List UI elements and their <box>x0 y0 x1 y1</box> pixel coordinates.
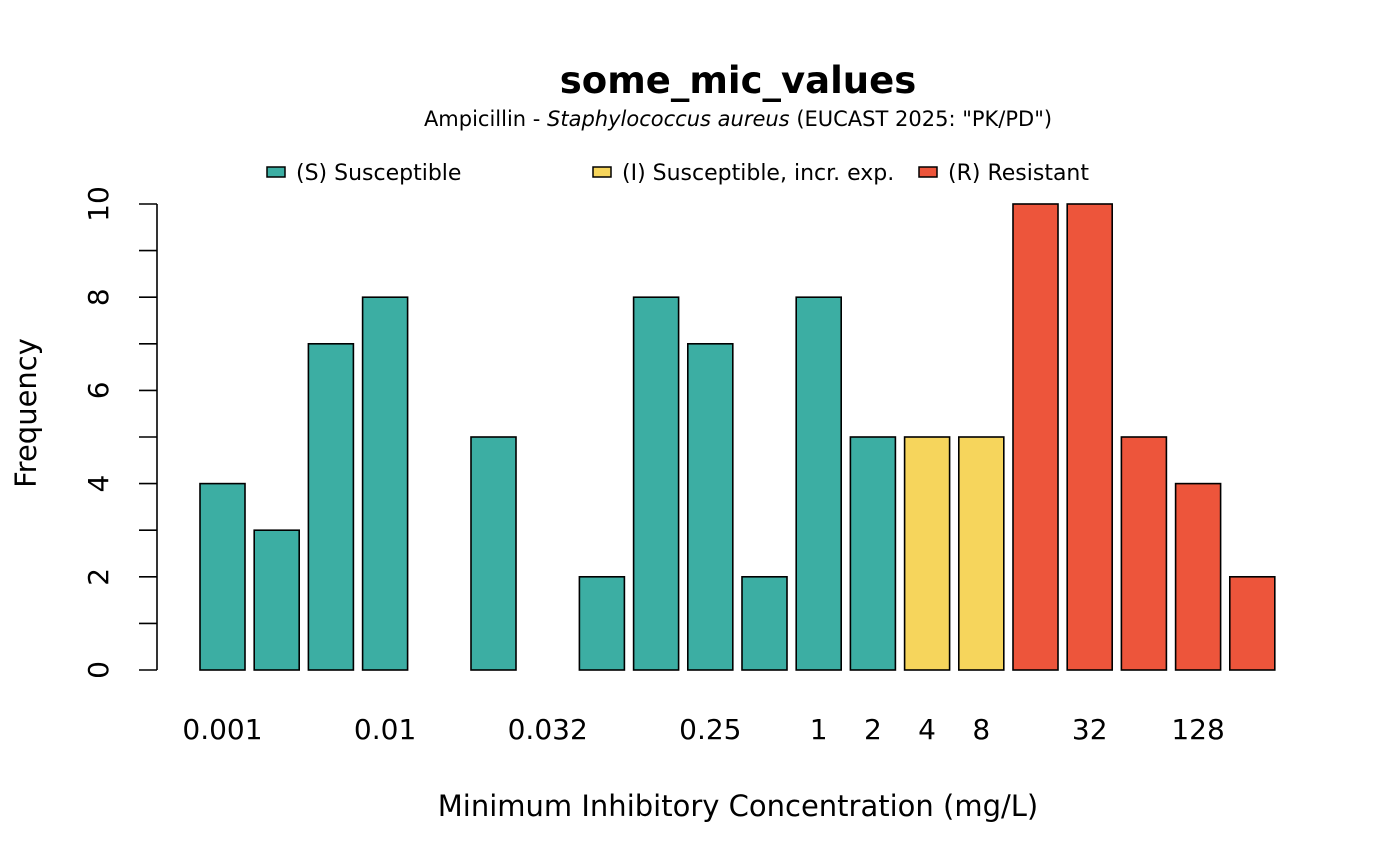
subtitle-antibiotic: Ampicillin - <box>424 107 547 131</box>
bar-12 <box>849 436 897 671</box>
bar-5 <box>470 436 517 671</box>
y-axis: 0 2 4 6 8 10 <box>82 186 158 679</box>
bar-13 <box>903 436 951 671</box>
y-tick-label-2: 2 <box>82 568 115 586</box>
legend-label-i: (I) Susceptible, incr. exp. <box>622 161 894 186</box>
y-axis-label: Frequency <box>9 338 43 488</box>
legend-swatch-s <box>266 166 286 178</box>
x-tick-label-4: 1 <box>810 713 828 746</box>
bar-18 <box>1174 482 1222 671</box>
bar-19 <box>1229 575 1276 671</box>
bar-9 <box>686 342 734 671</box>
bar-3 <box>361 296 409 671</box>
chart-legend: (S) Susceptible (I) Susceptible, incr. ex… <box>266 161 1089 186</box>
bar-0 <box>199 482 246 671</box>
x-tick-label-0: 0.001 <box>182 713 262 746</box>
x-tick-label-6: 4 <box>918 713 936 746</box>
bar-15 <box>1012 203 1059 671</box>
bar-17 <box>1120 436 1168 671</box>
y-tick-label-8: 8 <box>82 288 115 306</box>
y-tick-label-4: 4 <box>82 475 115 493</box>
bar-16 <box>1066 203 1113 671</box>
x-tick-label-7: 8 <box>972 713 990 746</box>
y-tick-label-10: 10 <box>82 186 115 222</box>
bar-14 <box>957 436 1005 671</box>
legend-label-r: (R) Resistant <box>948 161 1089 186</box>
legend-label-s: (S) Susceptible <box>296 161 461 186</box>
x-axis-label: Minimum Inhibitory Concentration (mg/L) <box>438 789 1038 823</box>
y-tick-label-6: 6 <box>82 381 115 399</box>
bar-11 <box>795 296 843 671</box>
x-tick-label-3: 0.25 <box>679 713 741 746</box>
chart-title: some_mic_values <box>560 59 917 102</box>
x-tick-label-8: 32 <box>1072 713 1108 746</box>
x-tick-label-9: 128 <box>1171 713 1224 746</box>
bar-2 <box>307 342 355 671</box>
x-axis-tick-labels: 0.001 0.01 0.032 0.25 1 2 4 8 32 128 <box>182 713 1224 746</box>
y-tick-label-0: 0 <box>82 661 115 679</box>
bar-7 <box>578 575 626 671</box>
bar-8 <box>632 296 680 671</box>
x-tick-label-2: 0.032 <box>508 713 588 746</box>
x-tick-label-1: 0.01 <box>354 713 416 746</box>
x-tick-label-5: 2 <box>864 713 882 746</box>
bar-series <box>199 203 1276 671</box>
legend-swatch-r <box>918 166 938 178</box>
bar-10 <box>741 575 788 671</box>
chart-subtitle: Ampicillin - Staphylococcus aureus (EUCA… <box>424 107 1052 131</box>
bar-1 <box>253 529 300 671</box>
subtitle-guideline: (EUCAST 2025: "PK/PD") <box>796 107 1052 131</box>
legend-swatch-i <box>592 166 612 178</box>
subtitle-organism: Staphylococcus aureus <box>547 107 790 131</box>
